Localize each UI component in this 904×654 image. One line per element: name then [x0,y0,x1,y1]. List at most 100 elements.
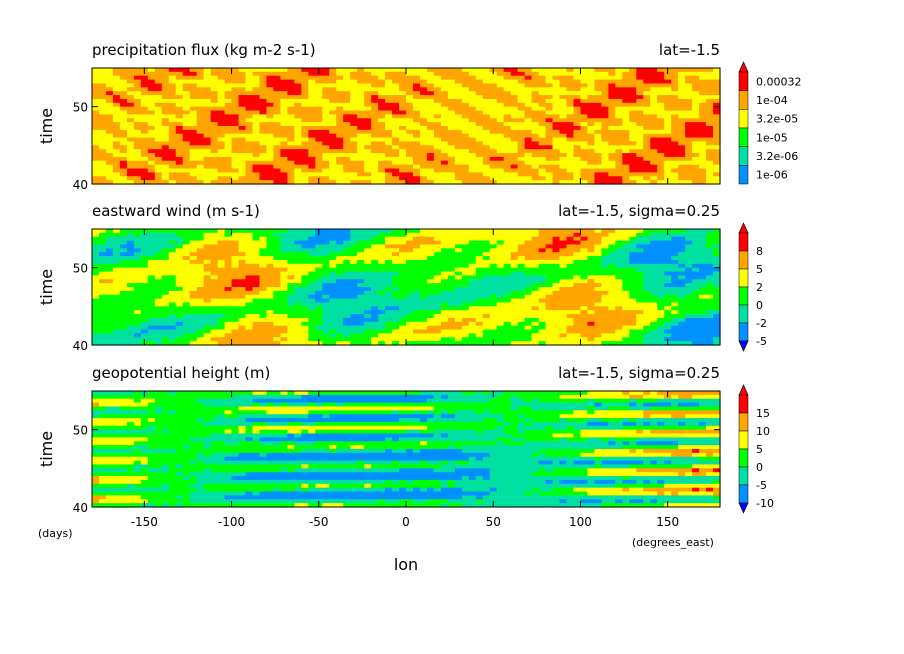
heatmap-cell [189,87,198,92]
heatmap-cell [189,145,198,150]
heatmap-cell [196,156,205,162]
heatmap-cell [168,160,177,166]
heatmap-cell [350,290,358,296]
heatmap-cell [343,149,351,154]
heatmap-cell [182,98,191,104]
heatmap-cell [671,279,679,284]
heatmap-cell [168,314,177,319]
heatmap-cell [315,126,323,131]
heatmap-cell [140,110,149,115]
heatmap-cell [412,275,421,280]
heatmap-cell [559,141,568,146]
heatmap-cell [608,68,616,73]
heatmap-cell [608,259,616,265]
heatmap-cell [266,310,275,315]
heatmap-cell [112,310,121,315]
heatmap-cell [329,91,337,96]
heatmap-cell [573,126,582,131]
heatmap-cell [385,75,393,81]
heatmap-cell [252,172,261,177]
heatmap-cell [392,259,400,265]
heatmap-cell [692,79,700,85]
heatmap-cell [566,68,575,73]
heatmap-cell [517,79,526,85]
heatmap-cell [601,310,609,315]
heatmap-cell [364,75,372,81]
heatmap-cell [392,180,400,185]
heatmap-cell [224,314,233,319]
heatmap-cell [189,110,198,115]
heatmap-cell [552,314,561,319]
heatmap-cell [147,263,156,269]
heatmap-cell [371,149,379,154]
heatmap-cell [364,110,372,115]
heatmap-cell [280,145,288,150]
heatmap-cell [433,176,442,181]
heatmap-cell [622,156,630,162]
heatmap-cell [371,133,379,139]
heatmap-cell [329,102,337,108]
heatmap-cell [545,141,554,146]
heatmap-cell [92,126,100,131]
heatmap-cell [350,168,358,173]
heatmap-cell [503,114,512,119]
heatmap-cell [392,244,400,249]
heatmap-cell [196,164,205,170]
heatmap-cell [447,310,456,315]
heatmap-cell [685,259,693,265]
heatmap-cell [559,98,568,104]
heatmap-cell [601,110,609,115]
heatmap-cell [587,287,595,292]
heatmap-cell [322,129,330,135]
heatmap-cell [301,168,309,173]
heatmap-cell [329,87,337,92]
heatmap-cell [475,79,484,85]
heatmap-cell [133,240,142,246]
heatmap-cell [231,160,240,166]
heatmap-cell [224,98,233,104]
heatmap-cell [343,263,351,269]
heatmap-cell [671,244,679,249]
heatmap-cell [496,172,505,177]
heatmap-cell [399,248,407,253]
heatmap-cell [706,149,714,154]
heatmap-cell [105,98,114,104]
heatmap-cell [154,164,163,170]
heatmap-cell [203,275,212,280]
heatmap-cell [538,317,547,323]
heatmap-cell [280,102,288,108]
heatmap-cell [182,172,191,177]
heatmap-cell [336,248,344,253]
heatmap-cell [503,317,512,323]
heatmap-cell [161,244,170,249]
heatmap-cell [573,321,582,327]
heatmap-cell [538,98,547,104]
heatmap-cell [699,98,707,104]
heatmap-cell [517,290,526,296]
heatmap-cell [210,87,219,92]
heatmap-cell [447,252,456,257]
heatmap-cell [517,271,526,276]
heatmap-cell [713,180,721,185]
heatmap-cell [133,133,142,139]
heatmap-cell [482,106,491,112]
heatmap-cell [671,298,679,304]
heatmap-cell [294,156,302,162]
heatmap-cell [580,314,589,319]
heatmap-cell [119,321,128,327]
heatmap-cell [294,275,302,280]
heatmap-cell [175,118,184,123]
heatmap-cell [524,279,533,284]
heatmap-cell [706,133,714,139]
heatmap-cell [475,248,484,253]
heatmap-cell [636,87,644,92]
heatmap-cell [112,68,121,73]
heatmap-cell [371,83,379,88]
heatmap-cell [371,114,379,119]
heatmap-cell [419,176,428,181]
heatmap-cell [496,240,505,246]
heatmap-cell [447,306,456,311]
heatmap-cell [601,95,609,100]
heatmap-cell [636,79,644,85]
heatmap-cell [468,172,477,177]
